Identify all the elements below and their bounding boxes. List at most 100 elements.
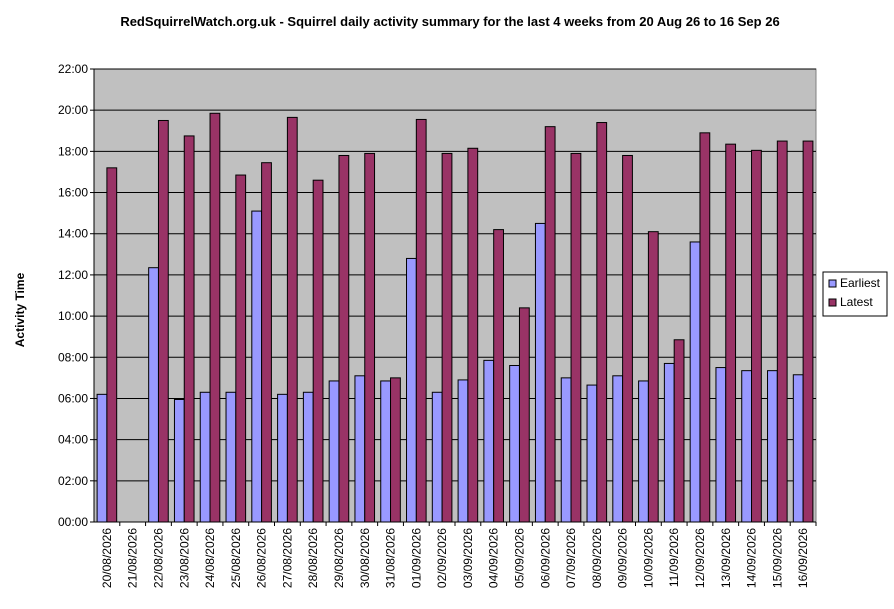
bar-earliest [457, 379, 469, 523]
x-tick-label: 30/08/2026 [358, 528, 372, 588]
bar-latest [261, 162, 272, 523]
bar-latest [364, 152, 376, 523]
x-tick-label: 11/09/2026 [667, 528, 681, 587]
bar-latest [570, 152, 582, 523]
x-tick-label: 14/09/2026 [745, 528, 759, 588]
bar-latest [596, 122, 608, 523]
y-tick-label: 00:00 [58, 515, 88, 529]
bar-latest [415, 118, 427, 523]
legend-box [822, 271, 888, 317]
legend-label-latest: Latest [840, 295, 873, 309]
bar-latest [647, 231, 659, 523]
bar-latest [802, 140, 814, 523]
bar-earliest [380, 380, 392, 523]
bar-earliest [431, 391, 443, 523]
bar-latest [312, 179, 324, 523]
chart-title: RedSquirrelWatch.org.uk - Squirrel daily… [120, 14, 779, 29]
x-tick-label: 09/09/2026 [616, 528, 630, 588]
bar-earliest [792, 374, 804, 523]
bar-earliest [199, 391, 211, 523]
x-tick-label: 12/09/2026 [693, 528, 707, 588]
bar-latest [157, 119, 169, 523]
bar-earliest [612, 375, 624, 523]
x-tick-label: 10/09/2026 [641, 528, 655, 588]
bar-earliest [767, 370, 778, 523]
y-tick-label: 10:00 [58, 309, 88, 323]
bar-latest [467, 147, 479, 523]
bar-earliest [406, 257, 417, 523]
x-tick-label: 20/08/2026 [100, 528, 114, 588]
x-tick-label: 22/08/2026 [151, 528, 165, 588]
x-tick-label: 15/09/2026 [770, 528, 784, 588]
bar-earliest [560, 377, 572, 523]
bar-latest [518, 307, 530, 523]
bar-earliest [663, 362, 675, 523]
x-tick-label: 26/08/2026 [255, 528, 269, 588]
bar-earliest [741, 370, 753, 523]
legend-label-earliest: Earliest [840, 276, 881, 290]
bars [96, 112, 814, 523]
bar-latest [699, 132, 711, 523]
bar-earliest [509, 365, 520, 523]
x-tick-label: 29/08/2026 [332, 528, 346, 588]
y-tick-label: 02:00 [58, 474, 88, 488]
y-tick-label: 06:00 [58, 391, 88, 405]
bar-latest [673, 339, 685, 523]
bar-latest [390, 377, 401, 523]
y-tick-label: 14:00 [58, 227, 88, 241]
y-axis-label: Activity Time [13, 272, 27, 347]
bar-earliest [302, 391, 314, 523]
x-tick-label: 24/08/2026 [203, 528, 217, 588]
x-tick-label: 21/08/2026 [126, 528, 140, 588]
y-axis-ticks: 00:00 02:00 04:00 06:00 08:00 10:00 12:00 14:00… [58, 62, 94, 529]
bar-earliest [148, 267, 159, 523]
bar-earliest [328, 380, 340, 523]
y-tick-label: 18:00 [58, 144, 88, 158]
bar-latest [751, 149, 762, 523]
x-tick-label: 07/09/2026 [564, 528, 578, 588]
bar-latest [106, 167, 118, 523]
bar-earliest [689, 241, 701, 523]
bar-latest [493, 229, 504, 523]
y-tick-label: 04:00 [58, 433, 88, 447]
bar-earliest [638, 380, 649, 523]
x-tick-label: 25/08/2026 [229, 528, 243, 588]
bar-latest [338, 154, 350, 523]
bar-latest [776, 140, 788, 523]
bar-latest [622, 154, 633, 523]
bar-earliest [251, 210, 263, 523]
x-tick-label: 06/09/2026 [538, 528, 552, 588]
x-tick-label: 31/08/2026 [384, 528, 398, 588]
x-tick-label: 01/09/2026 [409, 528, 423, 588]
bar-latest [725, 143, 737, 523]
bar-earliest [534, 222, 546, 523]
bar-latest [544, 126, 556, 523]
x-axis-ticks: 20/08/2026 21/08/2026 22/08/2026 23/08/2026… [100, 522, 817, 588]
bar-earliest [225, 391, 237, 523]
legend: Earliest Latest [822, 271, 888, 317]
bar-latest [209, 112, 221, 523]
x-tick-label: 13/09/2026 [719, 528, 733, 588]
bar-earliest [277, 393, 288, 523]
bar-earliest [354, 375, 366, 523]
x-tick-label: 08/09/2026 [590, 528, 604, 588]
y-tick-label: 16:00 [58, 186, 88, 200]
bar-latest [235, 174, 247, 523]
bar-latest [286, 116, 298, 523]
bar-earliest [173, 398, 185, 523]
bar-earliest [586, 384, 598, 523]
x-tick-label: 27/08/2026 [280, 528, 294, 588]
legend-swatch-earliest [828, 279, 837, 288]
x-tick-label: 23/08/2026 [177, 528, 191, 588]
y-tick-label: 20:00 [58, 103, 88, 117]
x-tick-label: 28/08/2026 [306, 528, 320, 588]
bar-earliest [715, 367, 727, 523]
y-tick-label: 08:00 [58, 350, 88, 364]
x-tick-label: 03/09/2026 [461, 528, 475, 588]
legend-swatch-latest [828, 298, 837, 307]
y-tick-label: 22:00 [58, 62, 88, 76]
y-tick-label: 12:00 [58, 268, 88, 282]
bar-latest [441, 152, 453, 523]
bar-earliest [96, 393, 108, 523]
